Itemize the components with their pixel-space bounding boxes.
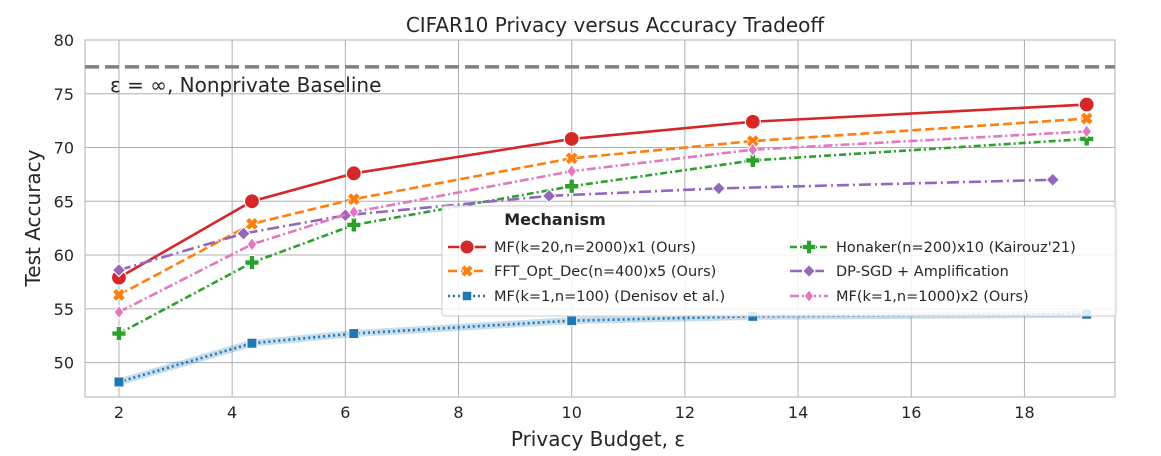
legend-swatch-marker [459, 239, 475, 255]
legend-label: Honaker(n=200)x10 (Kairouz'21) [836, 240, 1076, 256]
series-line [118, 137, 1087, 335]
legend-label: MF(k=1,n=1000)x2 (Ours) [836, 289, 1029, 305]
x-tick-label: 12 [675, 403, 695, 422]
data-point [243, 193, 261, 210]
legend-item: MF(k=20,n=2000)x1 (Ours) [448, 239, 696, 256]
data-point [1079, 131, 1095, 147]
data-point [348, 204, 360, 220]
series-4 [111, 131, 1095, 341]
data-point [111, 262, 127, 278]
series-1 [110, 96, 1095, 286]
legend-swatch-marker [460, 264, 474, 278]
y-tick-label: 75 [54, 85, 74, 104]
x-tick-labels: 2 4 6 8 10 12 14 16 18 [114, 403, 1035, 422]
legend-swatch-marker [802, 264, 816, 278]
data-point [113, 304, 125, 320]
legend-swatch-marker [801, 239, 817, 255]
data-point [1045, 172, 1060, 187]
data-point [744, 113, 761, 130]
legend-label: DP-SGD + Amplification [836, 264, 1009, 280]
data-point [346, 192, 361, 207]
data-point [244, 216, 259, 231]
legend: Mechanism MF(k=20,n=2000)x1 (Ours) FFT_Op… [441, 205, 1117, 317]
series-6 [113, 124, 1093, 320]
data-point [745, 153, 761, 168]
legend-label: MF(k=20,n=2000)x1 (Ours) [494, 240, 696, 256]
data-point [564, 151, 579, 166]
series-line [118, 117, 1087, 296]
y-tick-label: 70 [54, 139, 74, 158]
data-point [244, 255, 260, 270]
x-tick-label: 18 [1014, 403, 1034, 422]
data-point [348, 328, 360, 340]
series-line [118, 130, 1087, 314]
data-point [1078, 96, 1095, 113]
x-tick-label: 2 [114, 403, 124, 422]
data-point [345, 165, 362, 182]
y-tick-label: 60 [54, 246, 74, 265]
data-point [236, 226, 251, 241]
y-tick-label: 50 [54, 354, 74, 373]
y-tick-label: 80 [54, 31, 74, 50]
y-axis-title: Test Accuracy [21, 149, 45, 287]
data-point [541, 188, 557, 204]
chart-title: CIFAR10 Privacy versus Accuracy Tradeoff [406, 13, 826, 37]
x-tick-label: 8 [453, 403, 463, 422]
x-tick-label: 10 [562, 403, 582, 422]
data-point [566, 315, 578, 327]
legend-item: FFT_Opt_Dec(n=400)x5 (Ours) [448, 264, 716, 280]
data-point [747, 142, 759, 158]
data-point [246, 236, 258, 252]
data-point [111, 326, 127, 341]
data-point [246, 337, 258, 349]
legend-item: DP-SGD + Amplification [790, 264, 1009, 280]
legend-item: MF(k=1,n=100) (Denisov et al.) [448, 289, 725, 305]
x-tick-label: 6 [340, 403, 350, 422]
data-point [566, 163, 578, 179]
legend-item: Honaker(n=200)x10 (Kairouz'21) [790, 239, 1076, 256]
x-tick-label: 16 [901, 403, 921, 422]
series-2 [111, 111, 1094, 302]
legend-label: MF(k=1,n=100) (Denisov et al.) [494, 289, 725, 305]
y-tick-label: 55 [54, 300, 74, 319]
y-tick-labels: 50 55 60 65 70 75 80 [54, 31, 74, 373]
data-point [711, 181, 727, 196]
legend-swatch-marker [803, 288, 815, 304]
baseline-annotation: ε = ∞, Nonprivate Baseline [110, 73, 381, 97]
x-tick-label: 14 [788, 403, 808, 422]
series-line [118, 103, 1087, 279]
y-tick-label: 65 [54, 192, 74, 211]
legend-title: Mechanism [504, 210, 606, 229]
data-point [346, 217, 362, 233]
data-point [1081, 124, 1093, 139]
x-tick-label: 4 [227, 403, 237, 422]
legend-swatch-marker [461, 290, 473, 302]
data-point [563, 130, 580, 148]
x-axis-title: Privacy Budget, ε [511, 427, 685, 451]
legend-item: MF(k=1,n=1000)x2 (Ours) [790, 288, 1029, 305]
data-point [111, 287, 126, 302]
legend-label: FFT_Opt_Dec(n=400)x5 (Ours) [494, 264, 716, 280]
data-point [564, 178, 580, 194]
data-point [1079, 111, 1094, 126]
data-point [113, 376, 125, 388]
legend-box [441, 205, 1117, 317]
